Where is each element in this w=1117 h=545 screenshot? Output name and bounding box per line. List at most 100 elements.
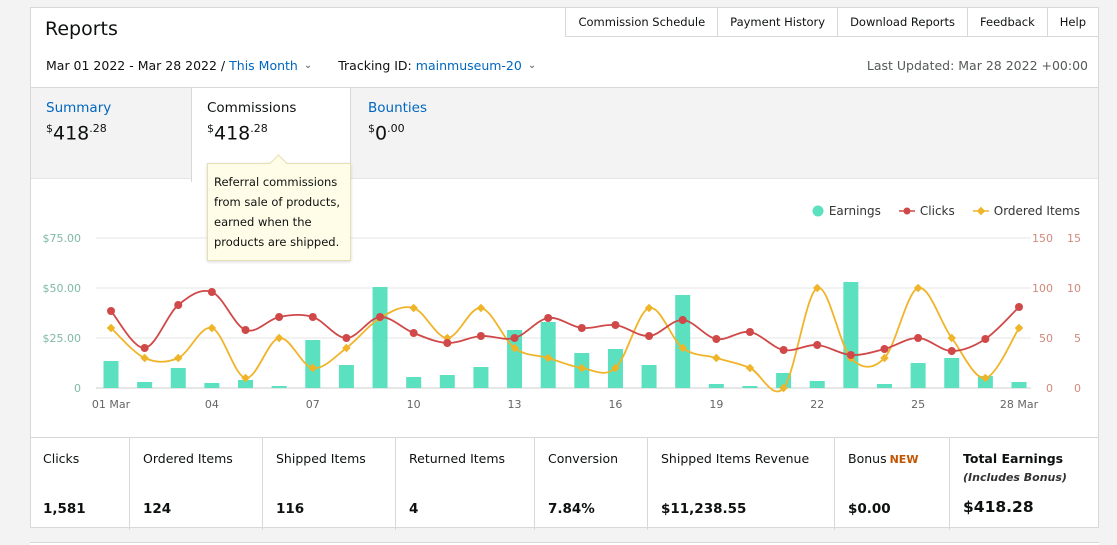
tracking-id-dropdown[interactable]: mainmuseum-20 bbox=[415, 58, 522, 73]
ordered-items-point bbox=[880, 353, 889, 363]
feedback-link[interactable]: Feedback bbox=[968, 7, 1048, 37]
stat-value: 116 bbox=[276, 501, 305, 517]
chart-legend: Earnings Clicks Ordered Items bbox=[794, 204, 1080, 218]
clicks-point bbox=[376, 313, 385, 321]
clicks-point bbox=[544, 314, 553, 322]
clicks-point bbox=[577, 324, 586, 332]
earnings-bar bbox=[675, 295, 691, 388]
ordered-items-point bbox=[812, 283, 822, 293]
legend-label: Earnings bbox=[828, 204, 881, 218]
x-tick-label: 28 Mar bbox=[1000, 398, 1039, 411]
stat-value: 4 bbox=[409, 501, 419, 517]
clicks-point bbox=[813, 341, 822, 349]
tab-label: Bounties bbox=[368, 100, 428, 116]
stat-ordered-items: Ordered Items 124 bbox=[130, 438, 263, 530]
clicks-point bbox=[308, 313, 317, 321]
y-tick-label-clicks: 50 bbox=[1039, 332, 1053, 345]
earnings-bar bbox=[439, 375, 455, 388]
stat-shipped-revenue: Shipped Items Revenue $11,238.55 bbox=[648, 438, 835, 530]
clicks-point bbox=[981, 335, 990, 343]
stat-label: Bonus NEW bbox=[848, 451, 919, 466]
stat-value: $0.00 bbox=[848, 501, 891, 517]
earnings-bar bbox=[809, 381, 825, 388]
clicks-point bbox=[611, 321, 620, 329]
tab-value: $0.00 bbox=[368, 122, 405, 145]
date-range: Mar 01 2022 - Mar 28 2022 / bbox=[46, 58, 226, 73]
stat-value: 7.84% bbox=[548, 501, 595, 517]
stat-sublabel: (Includes Bonus) bbox=[963, 471, 1067, 484]
stat-shipped-items: Shipped Items 116 bbox=[263, 438, 396, 530]
y-tick-label-clicks: 100 bbox=[1032, 282, 1053, 295]
legend-clicks[interactable]: Clicks bbox=[898, 204, 955, 218]
y-tick-label-ordered: 10 bbox=[1067, 282, 1081, 295]
legend-earnings[interactable]: Earnings bbox=[812, 204, 881, 218]
stat-value: $11,238.55 bbox=[661, 501, 747, 517]
chevron-down-icon[interactable]: ⌄ bbox=[527, 60, 537, 71]
stat-label: Shipped Items Revenue bbox=[661, 451, 810, 466]
clicks-point bbox=[745, 328, 754, 336]
earnings-bar bbox=[406, 377, 422, 388]
stat-value: 1,581 bbox=[43, 501, 86, 517]
ordered-items-point bbox=[308, 363, 318, 373]
x-tick-label: 01 Mar bbox=[92, 398, 131, 411]
legend-label: Ordered Items bbox=[993, 204, 1080, 218]
x-tick-label: 22 bbox=[810, 398, 824, 411]
y-tick-label-ordered: 5 bbox=[1074, 332, 1081, 345]
clicks-point bbox=[443, 339, 452, 347]
ordered-items-point bbox=[174, 353, 183, 363]
tab-value: $418.28 bbox=[207, 122, 268, 145]
earnings-bar bbox=[103, 361, 119, 388]
ordered-items-point bbox=[342, 343, 351, 353]
clicks-point bbox=[476, 332, 485, 340]
legend-ordered-items[interactable]: Ordered Items bbox=[972, 204, 1080, 218]
download-reports-link[interactable]: Download Reports bbox=[838, 7, 969, 37]
page-title: Reports bbox=[45, 18, 118, 40]
line-dot-icon bbox=[898, 207, 915, 215]
ordered-items-point bbox=[981, 373, 990, 383]
reports-panel: Reports Commission Schedule Payment Hist… bbox=[30, 7, 1099, 530]
payment-history-link[interactable]: Payment History bbox=[718, 7, 839, 37]
line-diamond-icon bbox=[972, 206, 989, 216]
y-tick-label-earnings: $75.00 bbox=[43, 232, 82, 245]
clicks-point bbox=[947, 347, 956, 355]
ordered-items-point bbox=[712, 353, 721, 363]
clicks-point bbox=[678, 316, 687, 324]
ordered-items-point bbox=[241, 373, 250, 383]
stat-bonus: Bonus NEW $0.00 bbox=[835, 438, 950, 530]
y-tick-label-ordered: 0 bbox=[1074, 382, 1081, 395]
stat-value: 124 bbox=[143, 501, 172, 517]
ordered-items-point bbox=[1014, 323, 1024, 333]
x-tick-label: 16 bbox=[608, 398, 622, 411]
earnings-bar bbox=[1011, 382, 1027, 388]
tab-label: Commissions bbox=[207, 100, 297, 116]
period-dropdown[interactable]: This Month bbox=[229, 58, 298, 73]
stat-label: Returned Items bbox=[409, 451, 506, 466]
commissions-tooltip: Referral commissions from sale of produc… bbox=[207, 163, 351, 261]
stat-clicks: Clicks 1,581 bbox=[30, 438, 130, 530]
clicks-point bbox=[712, 335, 721, 343]
ordered-items-point bbox=[779, 383, 788, 393]
ordered-items-point bbox=[947, 333, 956, 343]
tab-value: $418.28 bbox=[46, 122, 107, 145]
clicks-point bbox=[914, 334, 923, 342]
commission-schedule-link[interactable]: Commission Schedule bbox=[566, 7, 719, 37]
ordered-items-point bbox=[678, 343, 687, 353]
ordered-items-point bbox=[644, 303, 654, 313]
clicks-point bbox=[779, 346, 788, 354]
ordered-items-point bbox=[274, 333, 284, 343]
clicks-point bbox=[409, 329, 418, 337]
earnings-bar bbox=[170, 368, 186, 388]
tab-bounties[interactable]: Bounties $0.00 bbox=[353, 88, 513, 180]
clicks-point bbox=[510, 334, 519, 342]
earnings-bar bbox=[910, 363, 926, 388]
y-tick-label-earnings: $25.00 bbox=[43, 332, 82, 345]
tab-summary[interactable]: Summary $418.28 bbox=[31, 88, 191, 180]
filters: Mar 01 2022 - Mar 28 2022 / This Month ⌄… bbox=[46, 58, 536, 73]
stat-label: Clicks bbox=[43, 451, 80, 466]
earnings-bar bbox=[271, 386, 287, 388]
clicks-point bbox=[342, 334, 351, 342]
clicks-point bbox=[1015, 303, 1023, 311]
ordered-items-point bbox=[106, 323, 116, 333]
chevron-down-icon[interactable]: ⌄ bbox=[303, 60, 313, 71]
help-link[interactable]: Help bbox=[1047, 7, 1099, 37]
